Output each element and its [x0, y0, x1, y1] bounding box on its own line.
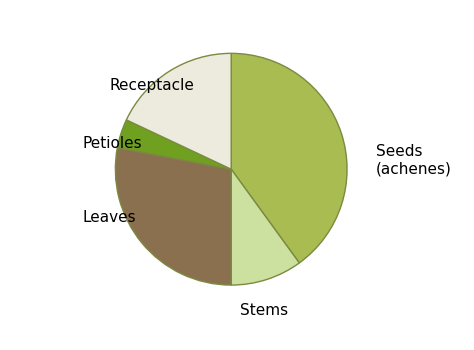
- Text: Petioles: Petioles: [83, 136, 143, 151]
- Wedge shape: [115, 147, 231, 285]
- Wedge shape: [231, 169, 299, 285]
- Text: Leaves: Leaves: [83, 210, 137, 225]
- Wedge shape: [118, 120, 231, 169]
- Text: Receptacle: Receptacle: [109, 78, 194, 93]
- Wedge shape: [231, 53, 347, 263]
- Wedge shape: [127, 53, 231, 169]
- Text: Seeds
(achenes): Seeds (achenes): [376, 144, 452, 176]
- Text: Stems: Stems: [239, 303, 288, 318]
